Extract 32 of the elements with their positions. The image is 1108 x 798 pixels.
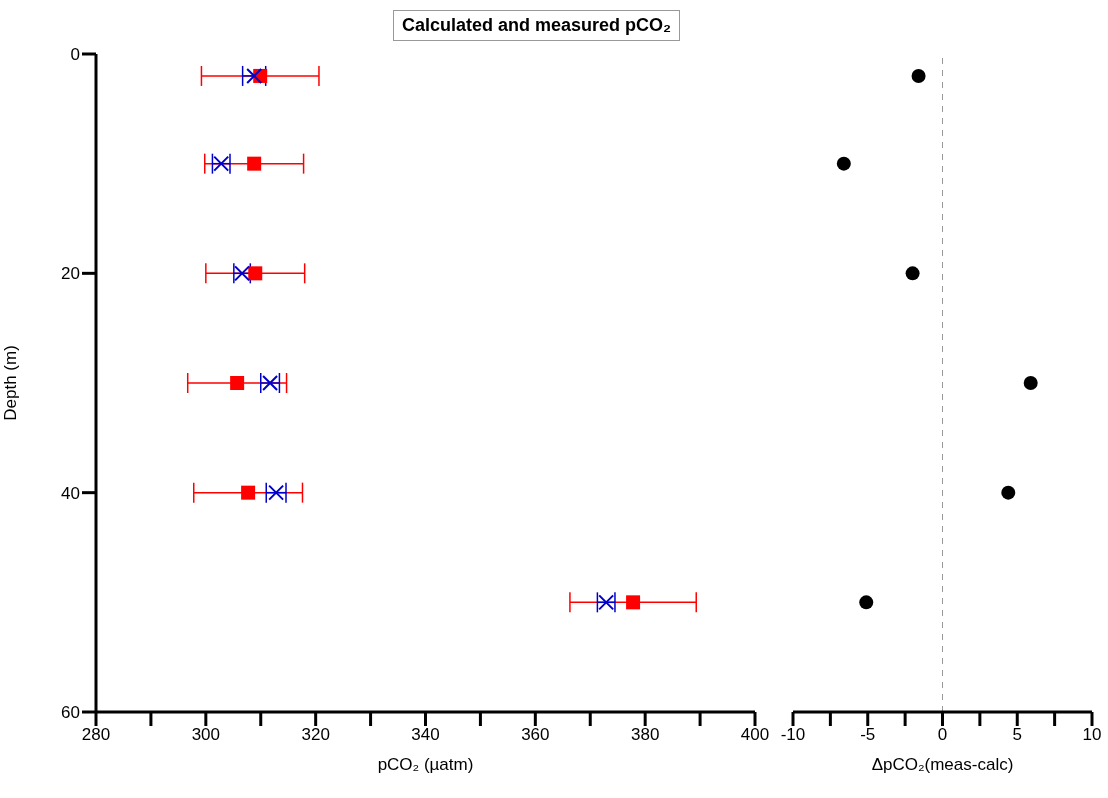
x-axis-title: ΔpCO₂(meas-calc)	[871, 755, 1014, 774]
y-axis-title: Depth (m)	[1, 345, 21, 421]
y-tick-label: 20	[61, 264, 80, 284]
point	[905, 266, 920, 281]
point	[241, 485, 256, 500]
x-tick-label: 0	[937, 725, 948, 745]
x-tick-label: -10	[780, 725, 806, 745]
x-tick-label: 360	[521, 725, 550, 745]
x-tick-label: -5	[860, 725, 876, 745]
point	[248, 266, 263, 281]
x-tick-label: 10	[1082, 725, 1102, 745]
x-tick-label: 5	[1012, 725, 1022, 745]
point	[1023, 376, 1038, 390]
point	[626, 595, 641, 610]
x-tick-label: 340	[411, 725, 440, 745]
point	[230, 376, 245, 390]
y-tick-label: 40	[61, 483, 80, 503]
x-axis-title: pCO₂ (µatm)	[377, 755, 474, 774]
point	[836, 156, 851, 171]
x-tick-label: 400	[740, 725, 770, 745]
y-tick-label: 60	[61, 703, 80, 723]
point	[246, 67, 263, 84]
x-tick-label: 300	[191, 725, 221, 745]
point	[859, 595, 874, 610]
y-tick-label: 0	[70, 45, 80, 65]
point	[247, 156, 262, 171]
x-tick-label: 280	[81, 725, 111, 745]
point	[1001, 485, 1016, 500]
x-tick-label: 320	[301, 725, 330, 745]
chart-title: Calculated and measured pCO₂	[393, 10, 681, 41]
x-tick-label: 380	[630, 725, 660, 745]
point	[911, 68, 926, 83]
